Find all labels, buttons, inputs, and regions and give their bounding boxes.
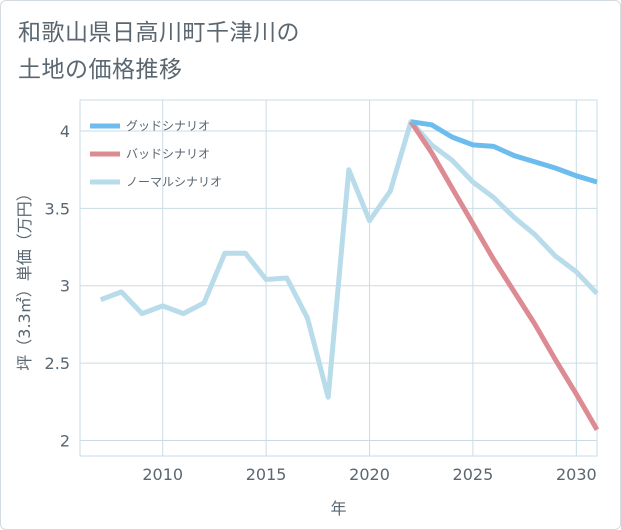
plot-frame <box>79 99 598 457</box>
legend-label-normal: ノーマルシナリオ <box>126 175 222 189</box>
x-tick-label: 2030 <box>556 465 597 484</box>
chart-title: 和歌山県日高川町千津川の 土地の価格推移 <box>18 15 438 89</box>
legend-label-bad: バッドシナリオ <box>126 147 210 161</box>
y-tick-label: 3 <box>60 277 70 296</box>
y-tick-label: 3.5 <box>45 199 70 218</box>
chart-title-line2: 土地の価格推移 <box>18 57 183 83</box>
y-tick-label: 2 <box>60 432 70 451</box>
series-line-normal <box>99 119 599 400</box>
series-line-good <box>410 119 598 185</box>
tick-labels: 2 2.5 3 3.5 4 2010 2015 2020 2025 2030 <box>45 122 597 484</box>
x-tick-label: 2015 <box>246 465 287 484</box>
x-axis-label: 年 <box>330 499 346 518</box>
x-tick-label: 2025 <box>453 465 494 484</box>
y-tick-label: 4 <box>60 122 70 141</box>
legend-label-good: グッドシナリオ <box>126 119 210 133</box>
y-axis-label: 坪（3.3㎡）単価（万円） <box>15 185 34 370</box>
series-line-bad <box>408 120 600 431</box>
x-tick-label: 2020 <box>349 465 390 484</box>
series-layer <box>99 119 600 431</box>
x-tick-label: 2010 <box>142 465 183 484</box>
chart-title-line1: 和歌山県日高川町千津川の <box>18 20 300 46</box>
y-tick-label: 2.5 <box>45 354 70 373</box>
